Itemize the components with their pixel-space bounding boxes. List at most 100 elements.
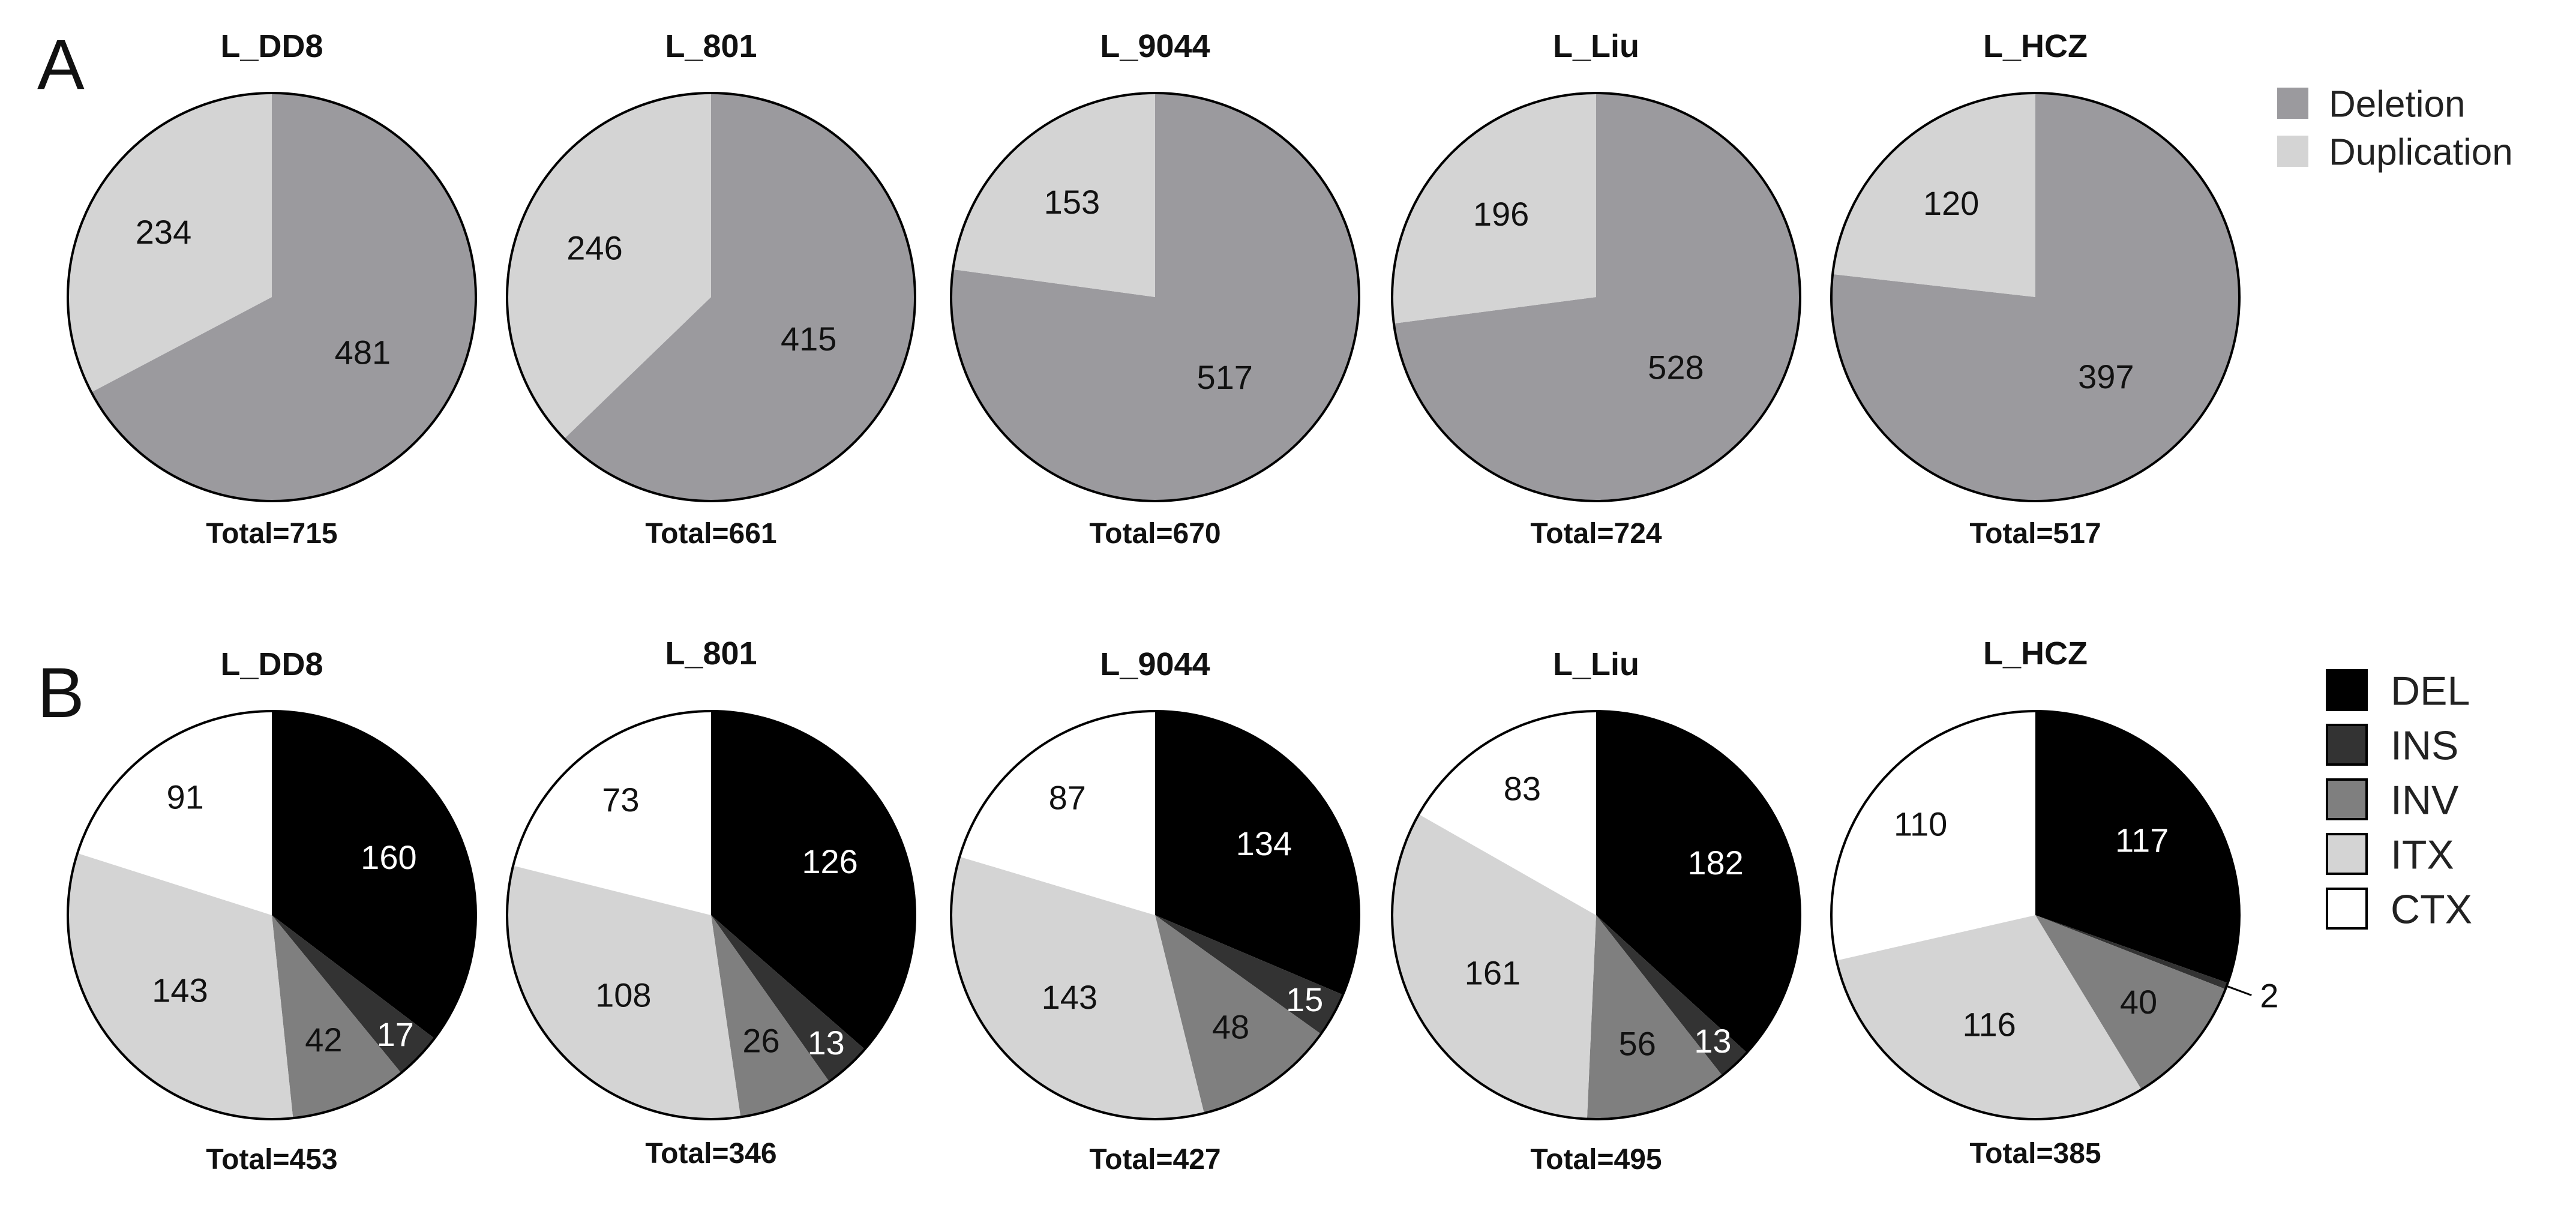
pie-b-4-slice-itx [1392, 814, 1596, 1119]
pie-a-3: 517 153 L_9044 Total=670 [950, 28, 1360, 550]
pie-b-5-label-itx: 116 [1963, 1006, 2016, 1044]
legend-a-swatch-duplication [2277, 136, 2308, 167]
legend-a: Deletion Duplication [2277, 83, 2513, 173]
pie-b-5-label-del: 117 [2115, 821, 2169, 859]
pie-b-3-total: Total=427 [1089, 1144, 1220, 1176]
pie-b-1-title: L_DD8 [220, 646, 323, 682]
pie-b-4-title: L_Liu [1553, 646, 1639, 682]
pie-a-2-total: Total=661 [645, 518, 776, 550]
legend-b-swatch-del [2326, 669, 2368, 711]
panel-a-letter: A [37, 25, 85, 104]
pie-b-1-outline [67, 710, 477, 1120]
pie-b-4-label-ctx: 83 [1504, 769, 1541, 807]
pie-b-2-label-ins: 13 [807, 1024, 844, 1062]
pie-b-2-slice-ins [711, 915, 865, 1082]
pie-b-3-label-itx: 143 [1042, 978, 1097, 1016]
pie-a-4-label-duplication: 196 [1473, 195, 1529, 233]
pie-b-1-total: Total=453 [206, 1144, 337, 1176]
pie-b-3-slice-ctx [959, 711, 1155, 915]
pie-b-3-outline [950, 710, 1360, 1120]
pie-a-3-label-deletion: 517 [1196, 358, 1252, 396]
pie-b-5-slice-ctx [1831, 711, 2035, 961]
pie-b-4-total: Total=495 [1530, 1144, 1662, 1176]
pie-b-5: 117 2 40 116 110 L_HCZ Total=385 [1830, 636, 2278, 1170]
pie-a-1-slice-duplication [67, 93, 272, 392]
pie-b-2-title: L_801 [665, 636, 757, 672]
pie-a-3-outline [950, 92, 1360, 502]
panel-b-letter: B [37, 654, 85, 733]
pie-a-1-slice-deletion [91, 93, 476, 501]
legend-a-label-deletion: Deletion [2329, 83, 2465, 125]
pie-b-5-label-ctx: 110 [1894, 805, 1947, 843]
legend-b: DEL INS INV ITX CTX [2326, 668, 2472, 932]
legend-b-swatch-ins [2326, 724, 2368, 766]
pie-b-1-label-ctx: 91 [166, 778, 203, 816]
pie-b-2-slice-itx [507, 865, 741, 1120]
legend-b-label-del: DEL [2391, 668, 2470, 714]
pie-b-5-leader-line [2226, 985, 2252, 996]
pie-a-3-total: Total=670 [1089, 518, 1220, 550]
pie-b-4-label-ins: 13 [1694, 1022, 1731, 1060]
pie-a-3-label-duplication: 153 [1044, 183, 1100, 221]
pie-b-2: 126 13 26 108 73 L_801 Total=346 [506, 636, 916, 1170]
pie-b-4-slice-del [1596, 711, 1800, 1053]
pie-a-5-label-duplication: 120 [1923, 184, 1979, 222]
pie-b-3-title: L_9044 [1100, 646, 1210, 682]
pie-b-4-label-inv: 56 [1619, 1025, 1656, 1063]
legend-b-swatch-inv [2326, 778, 2368, 820]
pie-a-5-total: Total=517 [1969, 518, 2101, 550]
pie-b-4-outline [1391, 710, 1801, 1120]
pie-a-4: 528 196 L_Liu Total=724 [1391, 28, 1801, 550]
pie-a-2-outline [506, 92, 916, 502]
pie-b-5-slice-itx [1836, 915, 2142, 1120]
pie-b-3-slice-del [1155, 711, 1359, 995]
pie-b-2-slice-inv [711, 915, 829, 1117]
pie-a-4-slice-duplication [1392, 93, 1596, 324]
pie-a-2-label-duplication: 246 [566, 229, 622, 267]
pie-b-2-label-ctx: 73 [602, 781, 639, 819]
pie-a-5-label-deletion: 397 [2078, 358, 2134, 395]
pie-b-2-slice-del [711, 711, 916, 1050]
pie-b-1-label-inv: 42 [305, 1021, 342, 1059]
pie-a-5-slice-deletion [1831, 92, 2240, 501]
pie-a-5-title: L_HCZ [1983, 28, 2088, 64]
pie-a-4-total: Total=724 [1530, 518, 1662, 550]
pie-a-5: 397 120 L_HCZ Total=517 [1830, 28, 2241, 550]
pie-a-3-slice-deletion [951, 93, 1360, 501]
pie-b-1-label-del: 160 [361, 838, 416, 876]
pie-b-4-slice-ins [1596, 915, 1747, 1076]
pie-a-3-title: L_9044 [1100, 28, 1210, 64]
legend-b-swatch-ctx [2326, 888, 2368, 930]
pie-b-5-slice-inv [2035, 915, 2226, 1090]
pie-b-4: 182 13 56 161 83 L_Liu Total=495 [1391, 646, 1801, 1176]
pie-b-3-slice-itx [951, 856, 1204, 1120]
legend-b-label-itx: ITX [2391, 832, 2454, 877]
pie-b-2-outline [506, 710, 916, 1120]
pie-a-4-slice-deletion [1393, 93, 1801, 502]
pie-b-1-slice-del [272, 711, 476, 1039]
pie-b-2-label-del: 126 [802, 843, 857, 880]
pie-b-4-slice-ctx [1419, 711, 1596, 915]
pie-b-3-slice-inv [1155, 915, 1321, 1114]
legend-a-label-duplication: Duplication [2329, 131, 2513, 173]
pie-b-1-slice-itx [67, 853, 293, 1119]
pie-b-5-outline [1830, 710, 2241, 1120]
pie-b-2-slice-ctx [513, 711, 711, 915]
pie-a-1: 481 234 L_DD8 Total=715 [67, 28, 477, 550]
pie-b-4-label-itx: 161 [1465, 954, 1521, 991]
pie-a-1-outline [67, 92, 477, 502]
legend-b-label-inv: INV [2391, 777, 2459, 823]
pie-a-2-label-deletion: 415 [781, 320, 836, 358]
pie-b-2-total: Total=346 [645, 1138, 776, 1170]
pie-a-2: 415 246 L_801 Total=661 [506, 28, 916, 550]
pie-a-4-outline [1391, 92, 1801, 502]
pie-b-3-label-del: 134 [1236, 825, 1292, 862]
pie-a-2-title: L_801 [665, 28, 757, 64]
pie-b-1-slice-ctx [77, 711, 272, 915]
pie-a-4-label-deletion: 528 [1648, 349, 1704, 386]
pie-b-5-total: Total=385 [1969, 1138, 2101, 1170]
pie-b-1-slice-inv [272, 915, 401, 1119]
pie-a-1-total: Total=715 [206, 518, 337, 550]
pie-a-1-label-duplication: 234 [136, 213, 191, 251]
